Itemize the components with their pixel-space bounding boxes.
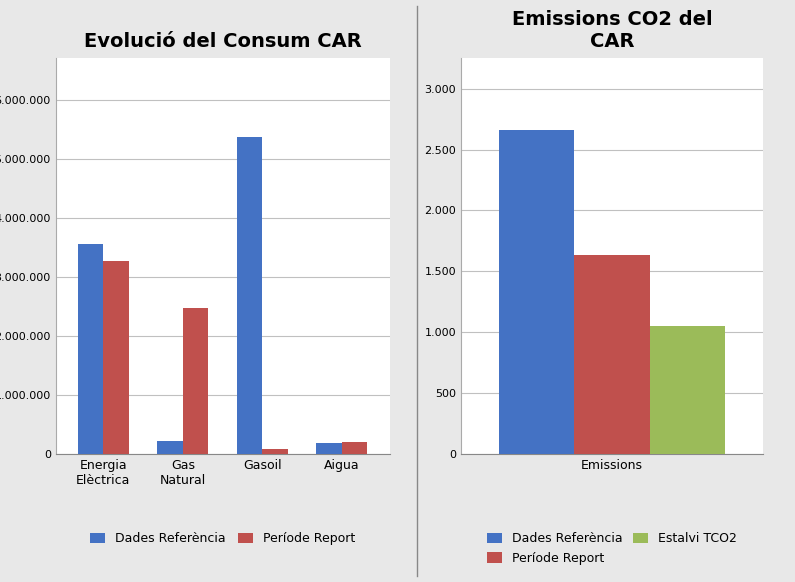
Bar: [574, 255, 650, 454]
Bar: [262, 449, 288, 454]
Bar: [78, 244, 103, 454]
Bar: [316, 443, 342, 454]
Bar: [499, 130, 574, 454]
Legend: Dades Referència, Període Report, Estalvi TCO2: Dades Referència, Període Report, Estalv…: [483, 527, 742, 570]
Bar: [650, 326, 725, 454]
Title: Emissions CO2 del
CAR: Emissions CO2 del CAR: [512, 10, 712, 51]
Bar: [103, 261, 129, 454]
Legend: Dades Referència, Període Report: Dades Referència, Període Report: [85, 527, 360, 551]
Bar: [237, 137, 262, 454]
Bar: [183, 308, 208, 454]
Bar: [342, 442, 367, 454]
Bar: [157, 441, 183, 454]
Title: Evolució del Consum CAR: Evolució del Consum CAR: [83, 32, 362, 51]
